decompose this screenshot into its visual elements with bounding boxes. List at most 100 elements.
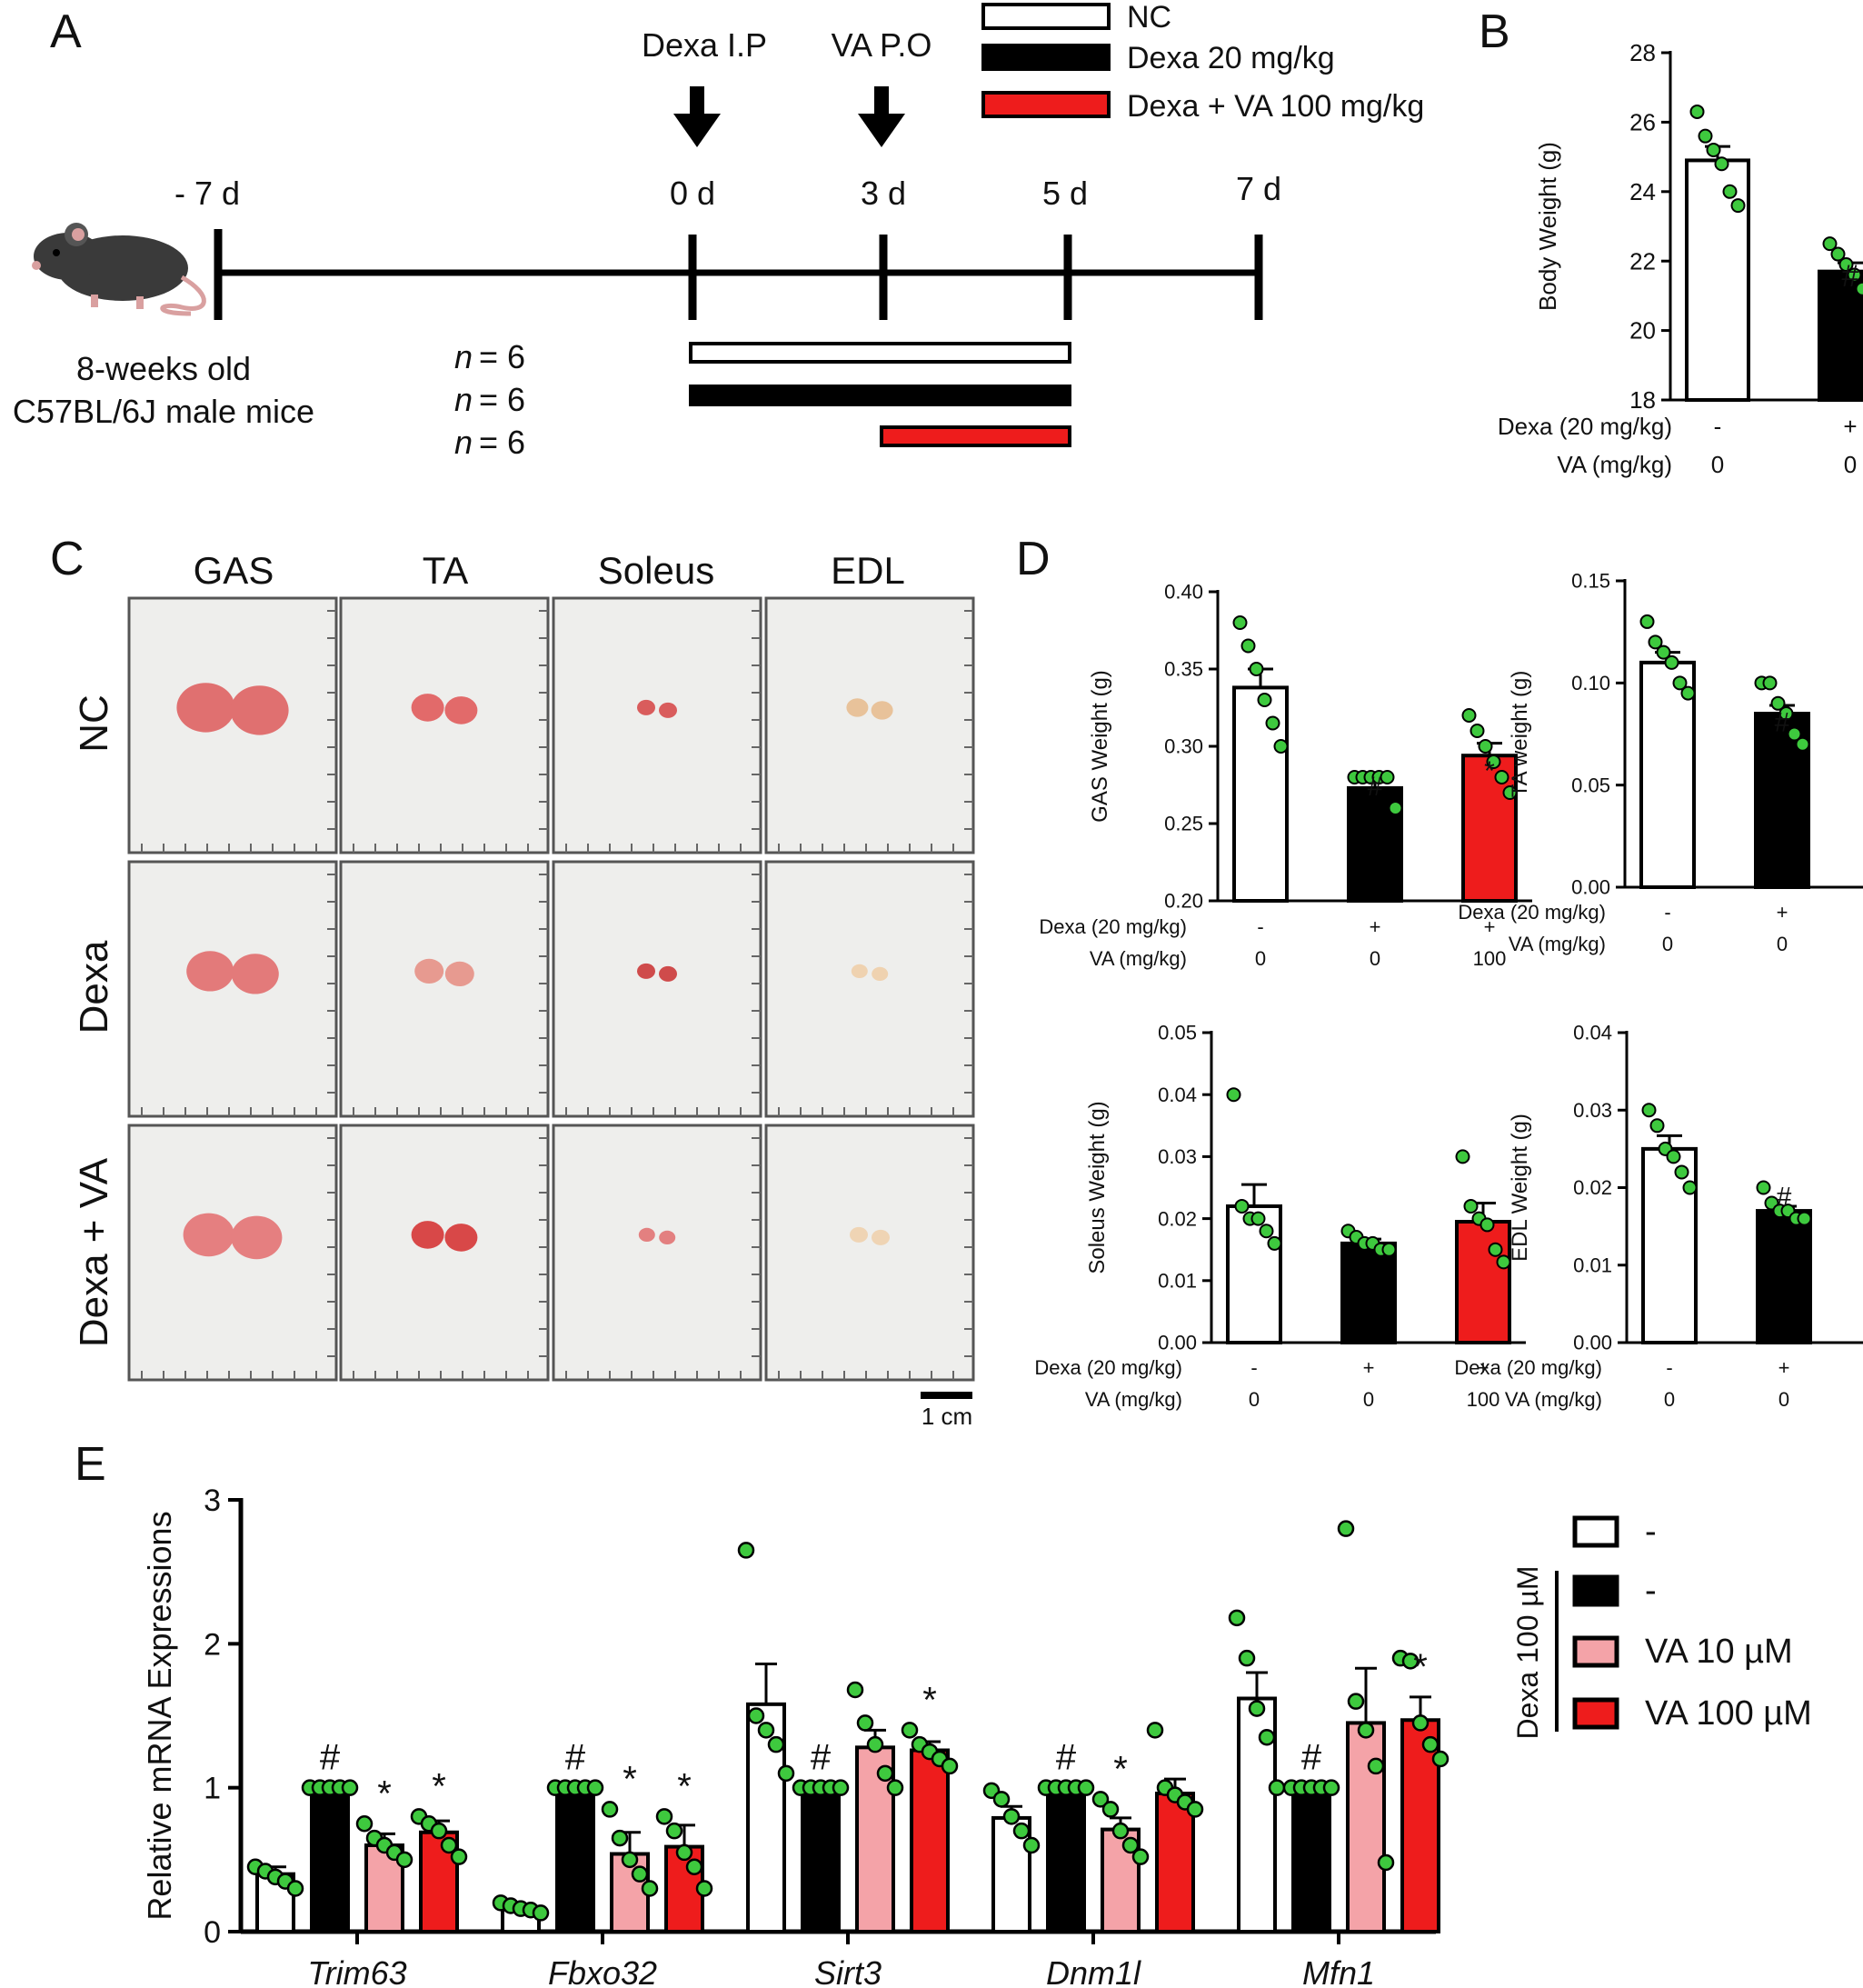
dexa-row-label: Dexa (20 mg/kg) (1454, 1356, 1602, 1379)
data-point (1421, 1735, 1440, 1753)
data-point (355, 1815, 374, 1833)
data-point (440, 1836, 458, 1854)
y-axis-title: EDL Weight (g) (1508, 1114, 1532, 1262)
data-point (1357, 1722, 1375, 1739)
data-point (1649, 1118, 1665, 1134)
mouse-illustration (32, 223, 206, 316)
significance-mark: * (1413, 1647, 1428, 1687)
legend-label-nc: NC (1127, 0, 1171, 35)
y-tick-label: 0.40 (1164, 581, 1203, 604)
y-tick-label: 0.35 (1164, 658, 1203, 681)
bar (1046, 1785, 1086, 1933)
data-point (747, 1707, 765, 1724)
data-point (1380, 770, 1395, 784)
data-point (1488, 1242, 1503, 1257)
va-dose: 100 (1473, 947, 1507, 970)
data-point (1656, 644, 1671, 660)
y-tick-label: 0.30 (1164, 735, 1203, 758)
data-point (1756, 1180, 1771, 1195)
dexa-row-label: Dexa (20 mg/kg) (1498, 413, 1672, 440)
data-point (866, 1735, 884, 1753)
row-label-dexa: Dexa (72, 940, 116, 1034)
data-point (532, 1904, 550, 1922)
data-point (1337, 1520, 1355, 1537)
data-point (1381, 1242, 1397, 1257)
data-point (621, 1851, 639, 1869)
muscle-specimen (638, 1227, 655, 1243)
legend-label: VA 100 µM (1645, 1694, 1812, 1733)
panel-a: A NC Dexa 20 mg/kg Dexa + VA 100 mg/kg D… (13, 0, 1424, 461)
dexa-sign: - (1250, 1356, 1257, 1379)
data-point (901, 1722, 919, 1739)
timeline (214, 229, 1263, 320)
data-point (777, 1764, 795, 1783)
timepoint-label: 5 d (1042, 175, 1088, 212)
significance-mark: # (1775, 708, 1790, 738)
muscle-specimen (872, 966, 889, 982)
chart-gas-weight: 0.20 0.25 0.30 0.35 0.40 GAS Weight (g) - 0 # +0 *… (1039, 581, 1532, 970)
significance-mark: # (1056, 1738, 1077, 1778)
data-point (1494, 770, 1509, 784)
dexa-sign: + (1478, 1356, 1489, 1379)
data-point (1077, 1779, 1095, 1796)
bar (1291, 1785, 1331, 1933)
panel-letter-d: D (1016, 533, 1051, 585)
data-point (1722, 184, 1738, 199)
data-point (1706, 142, 1721, 157)
significance-mark: # (1777, 1183, 1792, 1213)
va-dose: 0 (1711, 451, 1724, 478)
bar (1756, 1209, 1812, 1344)
bar (1400, 1718, 1440, 1933)
data-point (1248, 1700, 1266, 1717)
muscle-specimen (851, 964, 868, 979)
muscle-photo (339, 860, 550, 1118)
y-tick-label: 0.03 (1573, 1099, 1612, 1122)
data-point (341, 1779, 359, 1796)
data-point (1461, 708, 1477, 723)
data-point (1682, 1180, 1698, 1195)
bar (1685, 158, 1750, 402)
muscle-specimen (186, 951, 234, 992)
y-tick-label: 2 (204, 1627, 221, 1662)
data-point (1795, 736, 1810, 752)
data-point (665, 1822, 683, 1840)
muscle-specimen (176, 683, 235, 733)
dexa-sign: + (1363, 1356, 1375, 1379)
down-arrow-icon (673, 86, 721, 147)
significance-mark: # (565, 1738, 586, 1778)
y-tick-label: 20 (1629, 317, 1656, 345)
n-value: = 6 (479, 381, 525, 418)
va-dose: 0 (1844, 451, 1857, 478)
dexa-sign: - (1257, 915, 1263, 938)
data-point (1111, 1822, 1130, 1840)
legend-swatch (1572, 1574, 1619, 1607)
n-symbol: n (454, 424, 473, 461)
muscle-specimen (183, 1213, 234, 1257)
dexa-sign: - (1664, 901, 1670, 924)
dexa-sign: + (1777, 901, 1788, 924)
bar (1641, 1146, 1698, 1344)
legend-swatch (1572, 1635, 1619, 1668)
y-tick-label: 3 (204, 1484, 221, 1518)
data-point (1232, 615, 1248, 630)
muscle-photo (764, 596, 975, 854)
y-tick-label: 0.03 (1158, 1145, 1197, 1168)
muscle-specimen (659, 702, 677, 718)
legend-swatch-dexa (981, 44, 1111, 71)
data-point (1455, 1149, 1470, 1164)
bar (1455, 1220, 1511, 1345)
y-tick-label: 0.04 (1573, 1022, 1612, 1044)
significance-mark: * (922, 1680, 937, 1720)
data-point (1091, 1791, 1110, 1808)
data-point (1249, 662, 1264, 676)
data-point (286, 1880, 304, 1897)
data-point (1250, 1211, 1266, 1226)
muscle-specimen (411, 694, 444, 722)
muscle-photo (127, 596, 338, 854)
y-tick-label: 0.00 (1571, 876, 1610, 899)
legend-side-label: Dexa 100 µM (1511, 1566, 1544, 1740)
muscle-specimen (231, 954, 279, 994)
va-dose: 0 (1255, 947, 1266, 970)
data-point (992, 1791, 1011, 1808)
panel-letter-c: C (50, 533, 85, 585)
